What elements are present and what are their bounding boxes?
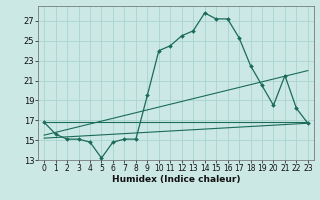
- X-axis label: Humidex (Indice chaleur): Humidex (Indice chaleur): [112, 175, 240, 184]
